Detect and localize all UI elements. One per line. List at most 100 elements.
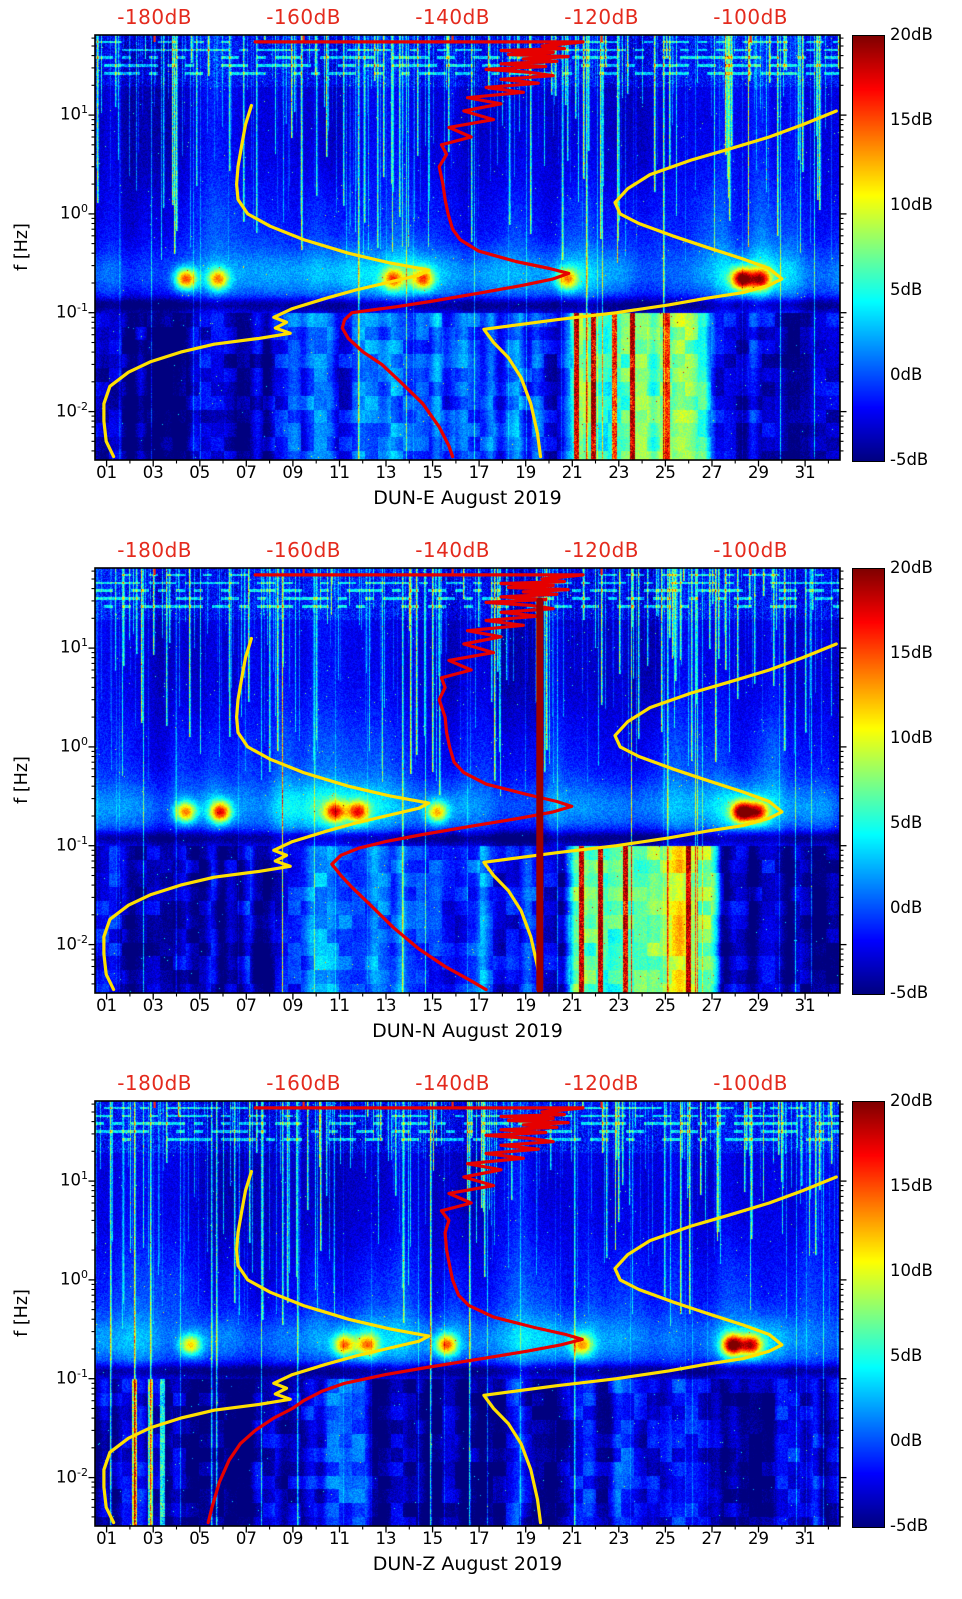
colorbar-tick-label: -5dB (890, 1516, 929, 1535)
x-axis-tick-label: 23 (608, 996, 630, 1015)
colorbar-tick-label: 20dB (890, 558, 933, 577)
x-axis-tick-label: 11 (328, 996, 350, 1015)
colorbar-tick-label: 20dB (890, 25, 933, 44)
x-axis-tick-label: 01 (96, 996, 118, 1015)
top-axis-tick-label: -180dB (117, 538, 192, 562)
x-axis-tick-label: 11 (328, 463, 350, 482)
top-axis-tick-label: -180dB (117, 1071, 192, 1095)
x-axis-tick-label: 31 (794, 1529, 816, 1548)
y-tick-exponent: -2 (77, 399, 88, 413)
y-tick-exponent: 1 (81, 636, 88, 650)
x-axis-tick-label: 07 (235, 1529, 257, 1548)
y-axis-tick-label: 101 (20, 103, 88, 124)
x-axis-tick-label: 13 (375, 463, 397, 482)
x-axis-tick-label: 05 (189, 1529, 211, 1548)
x-axis-tick-label: 05 (189, 463, 211, 482)
x-axis-tick-label: 13 (375, 1529, 397, 1548)
y-axis-tick-label: 10-2 (20, 1466, 88, 1487)
y-tick-base: 10 (56, 1467, 78, 1487)
colorbar-tick-label: 5dB (890, 1346, 923, 1365)
x-axis-tick-label: 29 (748, 1529, 770, 1548)
top-axis-tick-label: -140dB (415, 5, 490, 29)
y-tick-base: 10 (56, 934, 78, 954)
y-tick-exponent: -2 (77, 932, 88, 946)
x-axis-tick-label: 27 (701, 463, 723, 482)
y-tick-base: 10 (60, 203, 81, 223)
x-axis-tick-label: 03 (142, 1529, 164, 1548)
x-axis-title: DUN-Z August 2019 (372, 1553, 563, 1575)
colorbar-tick-label: 5dB (890, 813, 923, 832)
x-axis-tick-label: 05 (189, 996, 211, 1015)
y-axis-tick-label: 10-2 (20, 933, 88, 954)
y-tick-base: 10 (60, 104, 81, 124)
y-axis-tick-label: 100 (20, 735, 88, 756)
top-axis-tick-label: -160dB (266, 1071, 341, 1095)
x-axis-tick-label: 15 (422, 996, 444, 1015)
colorbar-canvas (852, 35, 885, 462)
spectrogram-canvas (95, 568, 840, 993)
y-tick-base: 10 (56, 401, 78, 421)
colorbar-tick-label: 0dB (890, 365, 923, 384)
y-tick-exponent: -2 (77, 1465, 88, 1479)
y-axis-label: f [Hz] (12, 223, 32, 271)
top-axis-tick-label: -180dB (117, 5, 192, 29)
colorbar-tick-label: 15dB (890, 1176, 933, 1195)
x-axis-tick-label: 27 (701, 1529, 723, 1548)
colorbar-tick-label: 20dB (890, 1091, 933, 1110)
x-axis-title: DUN-N August 2019 (372, 1020, 563, 1042)
colorbar-tick-label: 10dB (890, 1261, 933, 1280)
x-axis-title: DUN-E August 2019 (373, 487, 562, 509)
y-axis-label: f [Hz] (12, 756, 32, 804)
y-tick-exponent: -1 (77, 833, 88, 847)
x-axis-tick-label: 17 (468, 996, 490, 1015)
colorbar-tick-label: 0dB (890, 898, 923, 917)
y-axis-tick-label: 101 (20, 1169, 88, 1190)
x-axis-tick-label: 19 (515, 1529, 537, 1548)
y-tick-base: 10 (56, 1368, 78, 1388)
x-axis-tick-label: 01 (96, 463, 118, 482)
y-axis-tick-label: 100 (20, 202, 88, 223)
colorbar-tick-label: 15dB (890, 110, 933, 129)
y-tick-exponent: 0 (81, 1267, 88, 1281)
top-axis-tick-label: -100dB (713, 1071, 788, 1095)
colorbar-tick-label: 15dB (890, 643, 933, 662)
y-axis-tick-label: 10-1 (20, 301, 88, 322)
y-tick-exponent: 1 (81, 103, 88, 117)
y-axis-tick-label: 10-1 (20, 834, 88, 855)
top-axis-tick-label: -100dB (713, 5, 788, 29)
y-axis-label: f [Hz] (12, 1289, 32, 1337)
colorbar-canvas (852, 1101, 885, 1528)
x-axis-tick-label: 09 (282, 996, 304, 1015)
colorbar-tick-label: -5dB (890, 450, 929, 469)
x-axis-tick-label: 03 (142, 463, 164, 482)
y-tick-base: 10 (56, 302, 78, 322)
y-tick-base: 10 (56, 835, 78, 855)
y-tick-exponent: -1 (77, 1366, 88, 1380)
top-axis-tick-label: -140dB (415, 538, 490, 562)
top-axis-tick-label: -120dB (564, 1071, 639, 1095)
spectrogram-panel-dun-z: -180dB -160dB -140dB -120dB -100dB f [Hz] 10… (0, 1066, 962, 1599)
x-axis-tick-label: 29 (748, 996, 770, 1015)
y-axis-tick-label: 10-2 (20, 400, 88, 421)
spectrogram-canvas (95, 1101, 840, 1526)
x-axis-tick-label: 25 (654, 463, 676, 482)
x-axis-tick-label: 25 (654, 1529, 676, 1548)
colorbar-tick-label: 10dB (890, 195, 933, 214)
top-axis-tick-label: -140dB (415, 1071, 490, 1095)
x-axis-tick-label: 19 (515, 463, 537, 482)
x-axis-tick-label: 11 (328, 1529, 350, 1548)
x-axis-tick-label: 17 (468, 1529, 490, 1548)
x-axis-tick-label: 21 (561, 463, 583, 482)
y-tick-base: 10 (60, 1269, 81, 1289)
top-axis-tick-label: -160dB (266, 538, 341, 562)
y-tick-exponent: -1 (77, 300, 88, 314)
top-axis-tick-label: -160dB (266, 5, 341, 29)
top-axis-tick-label: -100dB (713, 538, 788, 562)
colorbar-canvas (852, 568, 885, 995)
x-axis-tick-label: 31 (794, 463, 816, 482)
y-axis-tick-label: 100 (20, 1268, 88, 1289)
spectrogram-canvas (95, 35, 840, 460)
x-axis-tick-label: 19 (515, 996, 537, 1015)
x-axis-tick-label: 01 (96, 1529, 118, 1548)
